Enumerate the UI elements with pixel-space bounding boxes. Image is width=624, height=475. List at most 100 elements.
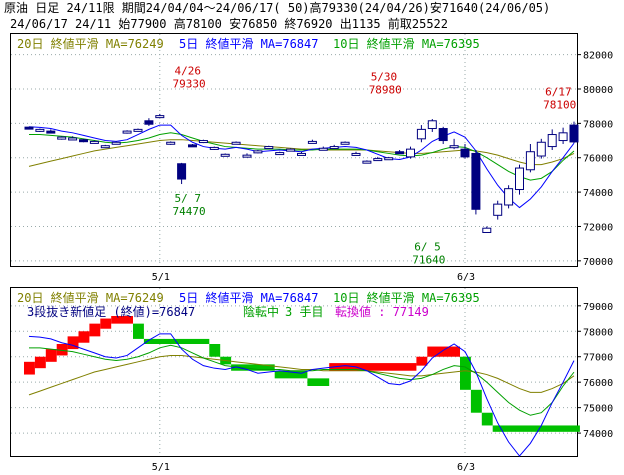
kagi-brick-down [481, 412, 493, 426]
candle-up [89, 140, 99, 144]
candle-down [569, 124, 579, 143]
candle-up [68, 137, 78, 141]
candle-up [515, 167, 524, 191]
kagi-reverse-value: 転換値 : 77149 [335, 305, 429, 319]
candle-up [340, 141, 350, 145]
kagi-brick-up [45, 349, 57, 362]
candle-up [242, 154, 252, 158]
kagi-brick-up [89, 323, 101, 337]
candle-down [46, 130, 56, 134]
candle-up [547, 134, 557, 148]
candle-up [133, 128, 143, 132]
candle-down [438, 128, 448, 142]
kagi-brick-up [67, 336, 79, 350]
candle-up [384, 157, 394, 161]
kagi-brick-down [209, 344, 221, 357]
candle-up [231, 141, 241, 145]
candle-up [57, 136, 67, 140]
y-tick-label: 72000 [583, 222, 613, 233]
candle-down [144, 120, 154, 125]
kagi-brick-down [274, 370, 308, 379]
y-tick-label: 74000 [583, 188, 613, 199]
y-tick-label: 77000 [583, 353, 613, 364]
annotation-value: 79330 [173, 78, 206, 91]
candle-up [307, 140, 317, 144]
candle-up [253, 150, 263, 154]
annotation-value: 74470 [173, 205, 206, 218]
kagi-brick-up [78, 331, 90, 343]
kagi-count: 3 手目 [285, 305, 324, 319]
y-tick-label: 70000 [583, 257, 613, 268]
candle-down [188, 144, 197, 148]
candle-up [122, 130, 132, 134]
annotation-date: 4/26 [175, 65, 202, 78]
kagi-brick-down [133, 323, 144, 339]
y-tick-label: 82000 [583, 51, 613, 62]
annotation-value: 71640 [412, 254, 445, 267]
ma10-line [29, 132, 575, 181]
kagi-state: 陰転中 [243, 305, 280, 319]
candle-up [220, 153, 230, 157]
y-tick-label: 74000 [583, 429, 613, 440]
y-tick-label: 76000 [583, 378, 613, 389]
candle-up [373, 158, 383, 162]
y-tick-label: 76000 [583, 154, 613, 165]
candle-up [416, 128, 426, 140]
candle-up [536, 141, 546, 157]
candle-up [318, 147, 328, 151]
candle-up [329, 146, 339, 150]
ma5-line [28, 124, 575, 209]
kagi-brick-down [231, 364, 275, 371]
chart-title-line1: 原油 日足 24/11限 期間24/04/04～24/06/17( 50)高79… [4, 1, 551, 15]
candle-down [395, 151, 405, 155]
candle-up [297, 152, 306, 156]
kagi-brick-down [307, 378, 330, 386]
annotation-date: 5/ 7 [175, 192, 202, 205]
ma20-line [28, 139, 575, 167]
legend-ma10: 10日 終値平滑 MA=76395 [333, 37, 480, 51]
candle-up [35, 128, 45, 132]
candle-up [275, 152, 285, 156]
candle-up [362, 160, 372, 164]
legend-ma5-bottom: 5日 終値平滑 MA=76847 [179, 291, 319, 305]
y-tick-label: 75000 [583, 404, 613, 415]
price-chart: 70000 72000 74000 76000 78000 80000 82000 5/1 6/… [11, 34, 613, 283]
candle-up [111, 141, 121, 145]
candle-up [493, 203, 503, 216]
y-tick-label: 79000 [583, 302, 613, 313]
legend-ma20: 20日 終値平滑 MA=76249 [17, 37, 164, 51]
kagi-brick-down [492, 425, 580, 432]
candle-up [427, 120, 437, 130]
y-tick-label: 80000 [583, 85, 613, 96]
candle-up [198, 140, 208, 144]
candle-up [504, 188, 514, 206]
candle-down [79, 139, 88, 143]
y-tick-label: 78000 [583, 119, 613, 130]
candle-up [166, 141, 176, 145]
x-tick-label: 5/1 [152, 462, 170, 473]
candle-up [449, 145, 459, 149]
candle-down [471, 152, 481, 210]
kagi-brick-down [470, 389, 482, 413]
candle-up [558, 132, 568, 142]
candle-up [482, 227, 492, 233]
ma5-line-bottom [28, 333, 575, 457]
kagi-brick-up [100, 318, 112, 329]
candle-up [155, 115, 165, 119]
x-tick-label: 5/1 [152, 272, 170, 283]
legend-ma10-bottom: 10日 終値平滑 MA=76395 [333, 291, 480, 305]
x-tick-label: 6/3 [457, 272, 475, 283]
chart-title-line2: 24/06/17 24/11 始77900 高78100 安76850 終769… [10, 17, 449, 31]
kagi-panel: 74000 75000 76000 77000 78000 79000 5/1 6/3 20日… [10, 287, 613, 473]
candle-up [525, 151, 535, 171]
candle-up [209, 146, 219, 150]
kagi-brick-up [56, 344, 68, 356]
kagi-brick-down [460, 356, 471, 390]
kagi-brick-up [416, 356, 428, 366]
ma20-line-bottom [28, 354, 575, 396]
kagi-label: 3段抜き新値足 (終値)=76847 [27, 305, 196, 319]
annotation-value: 78980 [369, 84, 402, 97]
y-tick-label: 78000 [583, 327, 613, 338]
legend-ma5: 5日 終値平滑 MA=76847 [179, 37, 319, 51]
candle-up [264, 146, 274, 150]
